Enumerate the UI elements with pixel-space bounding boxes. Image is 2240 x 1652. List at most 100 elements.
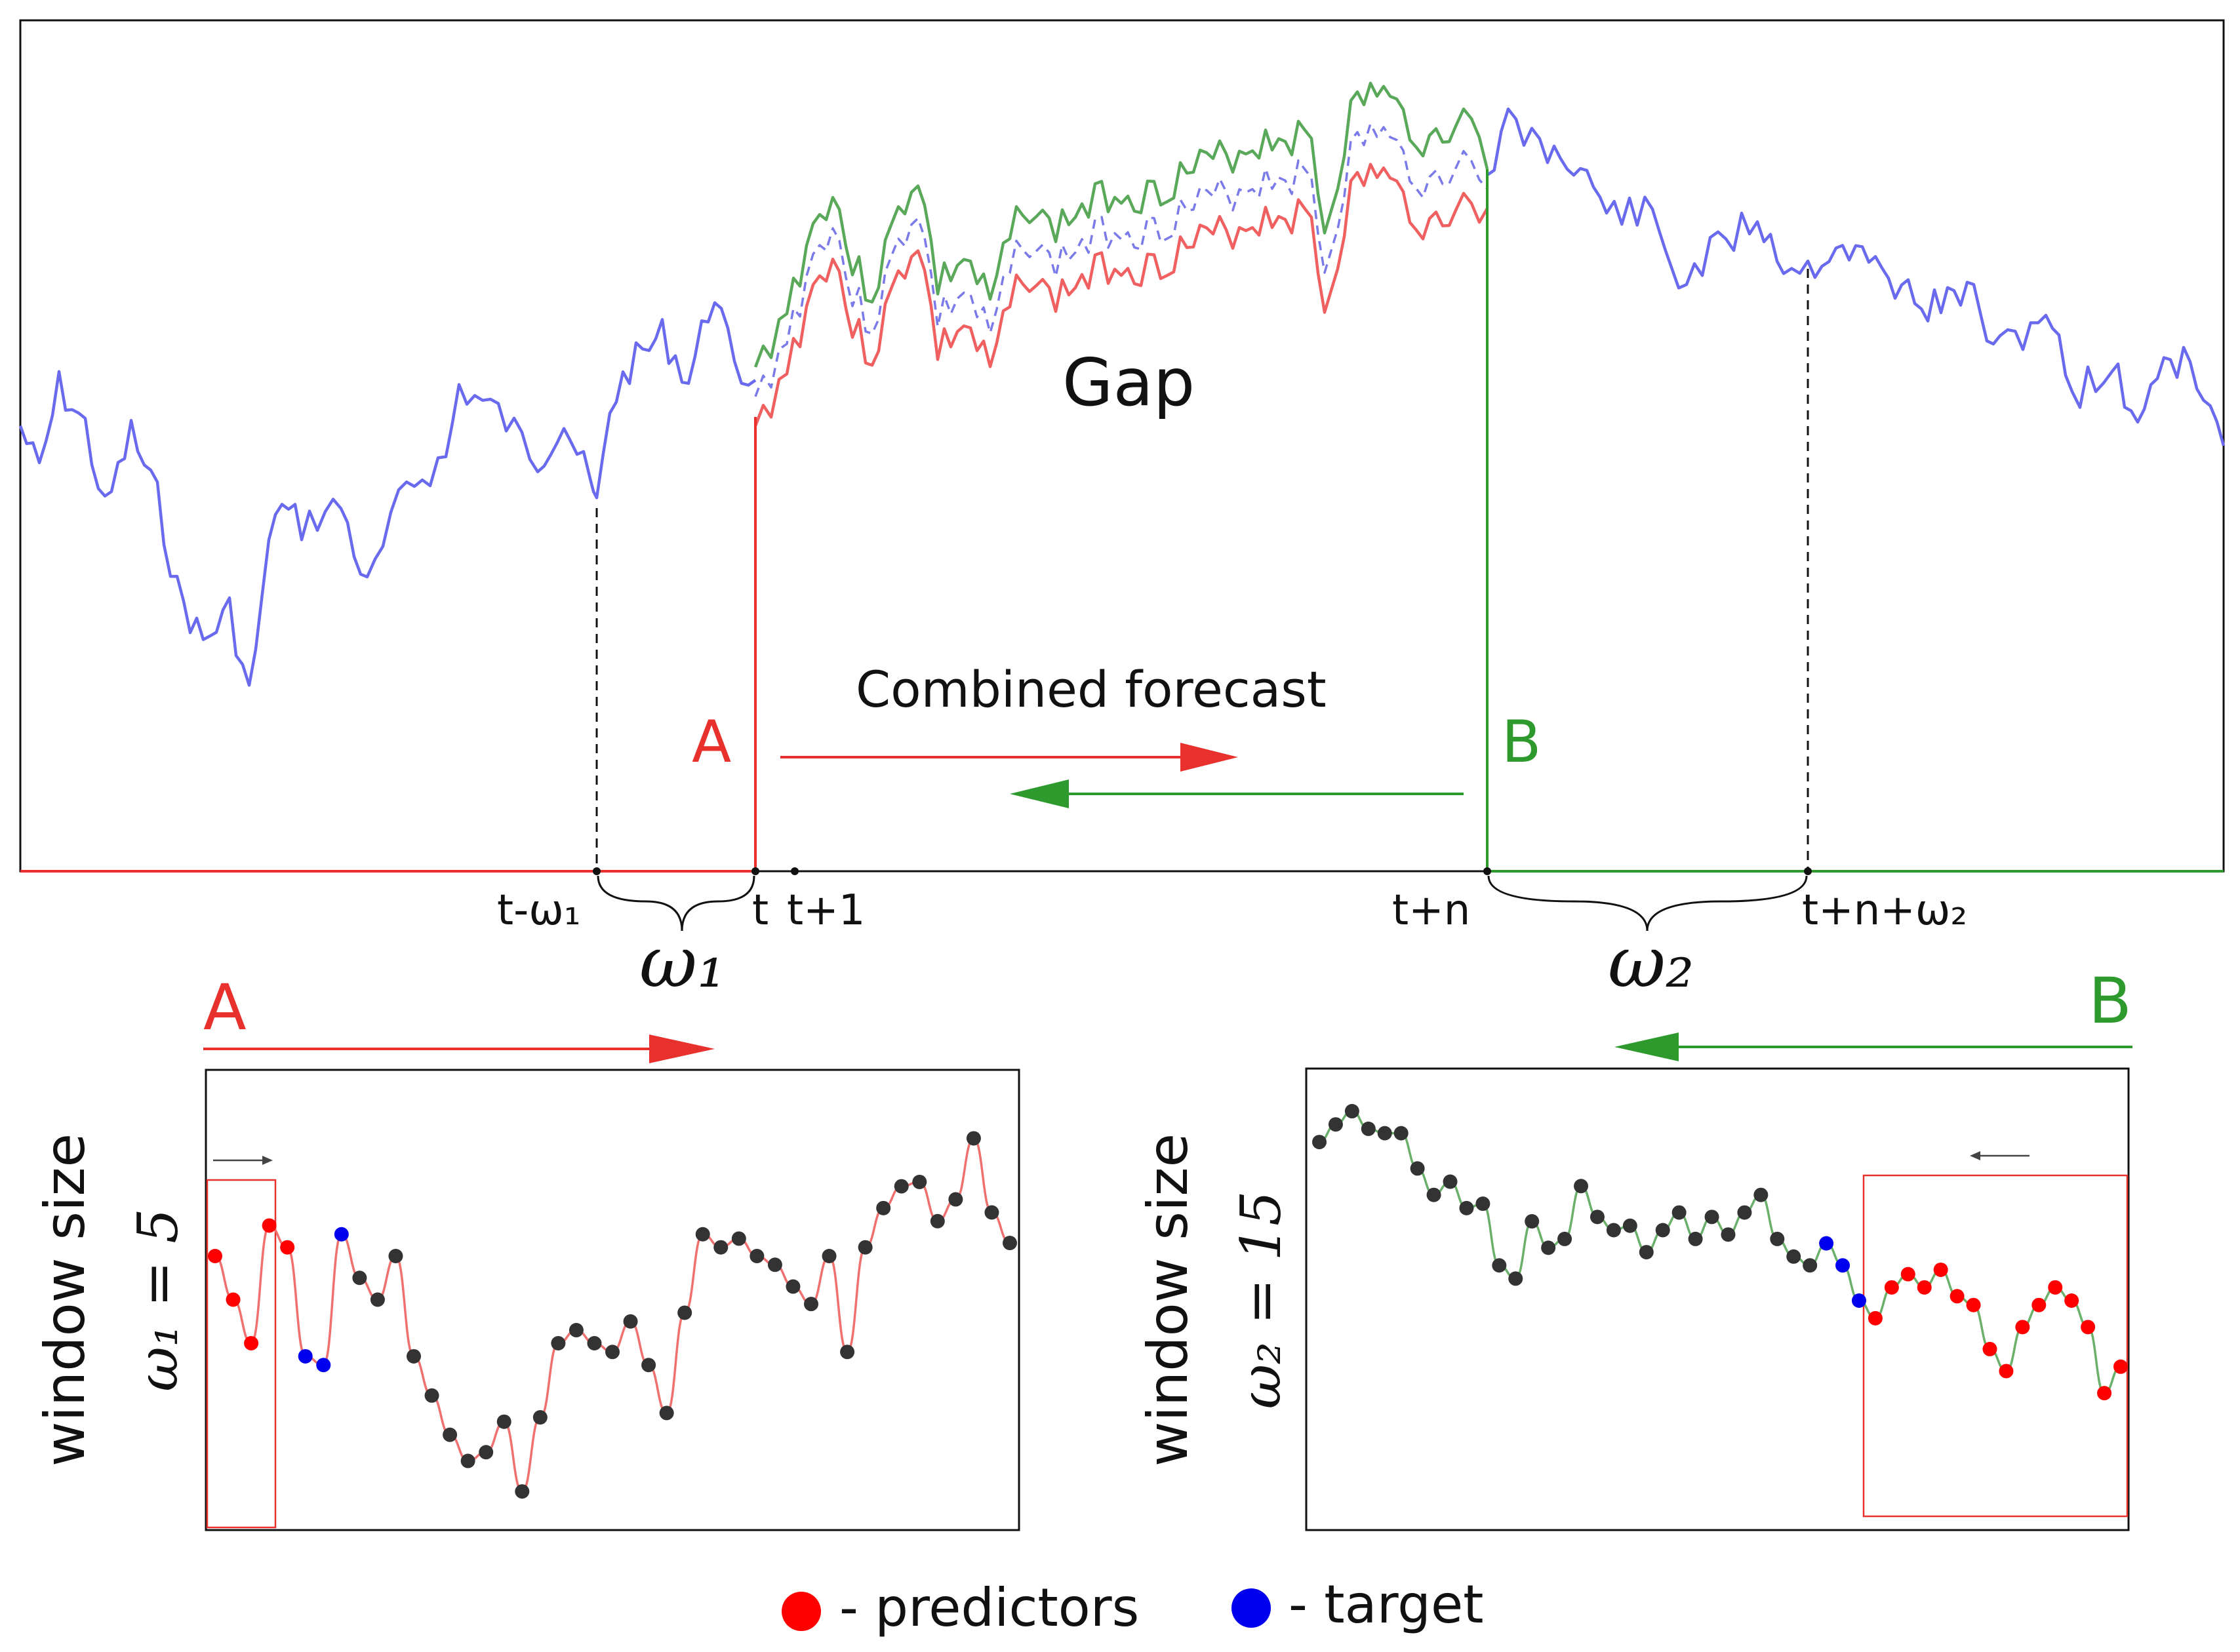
panel-a-point-point (352, 1270, 367, 1286)
observed-series-right (1486, 107, 2226, 446)
panel-a-point-point (605, 1345, 620, 1360)
tick-dot-t-minus-w1 (593, 867, 601, 875)
panel-a-point-point (786, 1279, 801, 1294)
panel-b-point-point (1606, 1223, 1621, 1238)
forward-arrow-head (1180, 743, 1238, 772)
panel-a-point-point (551, 1336, 566, 1350)
panel-b-predictor-point (2113, 1359, 2128, 1374)
panel-b-point-point (1377, 1126, 1392, 1141)
panel-b-point-point (1770, 1231, 1785, 1246)
panel-a-point-point (370, 1292, 385, 1307)
panel-a-point-point (460, 1453, 475, 1468)
backward-forecast-series (753, 81, 1489, 368)
panel-b-point-point (1753, 1187, 1769, 1202)
panel-b-predictor-point (2048, 1280, 2063, 1295)
panel-a-point-point (587, 1336, 602, 1350)
panel-b-point-point (1639, 1245, 1654, 1260)
panel-a-predictor-point (226, 1292, 241, 1307)
panel-b-series (1319, 1110, 2121, 1394)
panel-a-label: A (203, 971, 247, 1044)
panel-b-title-line1: window size (1136, 1133, 1200, 1466)
panel-b-predictor-point (2015, 1320, 2030, 1335)
panel-b-predictor-point (1884, 1280, 1899, 1295)
panel-a-point-point (695, 1227, 710, 1242)
panel-b-title-line2: ω₂ = 15 (1229, 1191, 1293, 1409)
panel-a-point-point (388, 1249, 403, 1263)
panel-b-point-point (1426, 1187, 1441, 1202)
panel-b-point-point (1459, 1200, 1474, 1215)
legend-target-label: - target (1289, 1574, 1484, 1635)
panel-b-point-point (1508, 1271, 1523, 1286)
panel-a-target-point (334, 1227, 349, 1242)
panel-a-title-line2: ω₁ = 5 (126, 1208, 190, 1391)
panel-a-point-point (912, 1174, 927, 1189)
tick-dot-t-plus-n-plus-w2 (1804, 867, 1812, 875)
panel-b-predictor-point (1982, 1341, 1997, 1356)
panel-a-frame (205, 1069, 1020, 1531)
panel-a-window-direction-head (262, 1156, 273, 1165)
panel-b-point-point (1688, 1231, 1703, 1246)
tick-label-t: t (752, 886, 769, 935)
tick-dot-t-plus-n (1483, 867, 1491, 875)
panel-b-predictor-point (1933, 1262, 1948, 1277)
panel-b-point-point (1328, 1117, 1343, 1132)
panel-a-point-point (713, 1240, 729, 1255)
legend-predictor-dot (782, 1592, 821, 1631)
panel-a-target-point (316, 1358, 331, 1373)
panel-b-predictor-point (1966, 1297, 1981, 1312)
panel-b-point-point (1525, 1214, 1540, 1229)
panel-a-point-point (948, 1192, 963, 1207)
panel-a-predictor-point (244, 1336, 259, 1350)
panel-b-point-point (1574, 1179, 1589, 1194)
panel-b-point-point (1721, 1227, 1736, 1242)
panel-b-target-point (1819, 1236, 1834, 1251)
panel-a-point-point (840, 1345, 855, 1360)
panel-a-point-point (424, 1388, 439, 1403)
panel-b-frame (1305, 1067, 2130, 1531)
panel-a-point-point (858, 1240, 873, 1255)
panel-a-point-point (984, 1205, 999, 1220)
panel-a-point-point (479, 1445, 494, 1460)
panel-b-point-point (1704, 1210, 1719, 1225)
panel-a-point-point (532, 1410, 548, 1425)
panel-b-point-point (1590, 1210, 1605, 1225)
panel-b-window-box (1862, 1174, 2129, 1518)
panel-a-title-line1: window size (33, 1133, 97, 1466)
omega1-brace (597, 875, 755, 932)
panel-b-arrow-head (1614, 1032, 1679, 1061)
panel-a-point-point (876, 1200, 891, 1215)
main-plot-frame (19, 19, 2225, 873)
omega2-label: ω₂ (1608, 922, 1694, 1004)
panel-a-point-point (930, 1213, 945, 1229)
panel-a-point-point (767, 1257, 782, 1272)
panel-a-point-point (1003, 1236, 1017, 1251)
panel-a-point-point (407, 1348, 421, 1364)
panel-a-point-point (443, 1427, 458, 1442)
panel-b-predictor-point (2097, 1386, 2112, 1401)
panel-a-series (214, 1137, 1010, 1493)
omega1-label: ω₁ (639, 922, 725, 1004)
panel-a-point-point (894, 1179, 909, 1194)
panel-b-point-point (1492, 1258, 1507, 1273)
panel-a-window-box (206, 1179, 277, 1529)
panel-a-point-point (822, 1249, 837, 1263)
panel-b-predictor-point (2081, 1320, 2096, 1335)
gap-label: Gap (1062, 344, 1195, 421)
main-label-B: B (1502, 708, 1541, 776)
panel-a-arrow-head (649, 1034, 715, 1063)
tick-dot-t-plus-1 (791, 867, 799, 875)
panel-b-target-point (1851, 1293, 1866, 1308)
panel-a-predictor-point (280, 1240, 295, 1255)
tick-label-t-minus-w1: t-ω₁ (497, 886, 580, 935)
panel-b-target-point (1835, 1258, 1850, 1273)
panel-b-predictor-point (1950, 1289, 1965, 1304)
panel-b-predictor-point (2064, 1293, 2079, 1308)
panel-b-predictor-point (2031, 1297, 2047, 1312)
backward-arrow-head (1010, 779, 1069, 808)
panel-b-point-point (1655, 1223, 1670, 1238)
panel-a-predictor-point (262, 1218, 277, 1233)
panel-b-point-point (1671, 1205, 1687, 1220)
tick-dot-t (751, 867, 759, 875)
panel-b-point-point (1557, 1231, 1572, 1246)
panel-b-predictor-point (1917, 1280, 1932, 1295)
